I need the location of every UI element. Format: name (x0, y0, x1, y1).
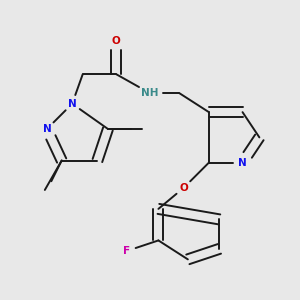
Text: N: N (238, 158, 247, 168)
Text: F: F (123, 246, 130, 256)
Text: O: O (112, 36, 121, 46)
Text: N: N (68, 99, 76, 109)
Text: O: O (179, 183, 188, 193)
Text: N: N (43, 124, 51, 134)
Text: NH: NH (141, 88, 159, 98)
